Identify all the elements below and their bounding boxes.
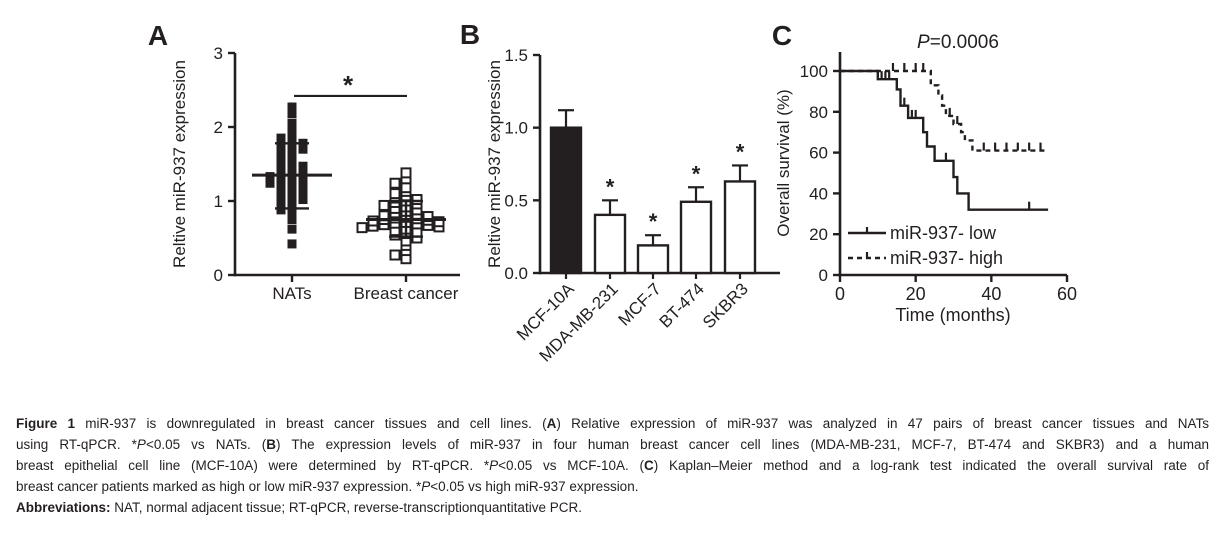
scatter-point-filled	[298, 144, 308, 154]
panel-c-ytick-label: 80	[809, 103, 828, 122]
panel-c-xtick-label: 40	[981, 284, 1001, 304]
scatter-point-filled	[287, 118, 297, 128]
panel-c-ylabel: Overall survival (%)	[774, 89, 793, 236]
panel-c-ytick-label: 20	[809, 225, 828, 244]
scatter-point-filled	[298, 177, 308, 187]
significance-star: *	[736, 139, 745, 164]
panel-a-category-label: NATs	[272, 284, 311, 303]
bar	[593, 213, 627, 275]
scatter-point-filled	[276, 165, 286, 175]
scatter-point-filled	[298, 189, 308, 199]
figure-1-panels: A 0 1 2 3 Reltive miR-937 expression NATs Breas…	[148, 19, 1077, 366]
scatter-point-open	[389, 188, 401, 200]
significance-star: *	[692, 161, 701, 186]
caption-line: breast cancer patients marked as high or…	[16, 479, 639, 494]
scatter-point-filled	[287, 224, 297, 234]
caption-line: using RT-qPCR. *P<0.05 vs NATs. (B) The …	[16, 437, 1210, 452]
panel-a-scatter-chart: A 0 1 2 3 Reltive miR-937 expression NATs Breas…	[148, 20, 460, 303]
scatter-point-open	[411, 194, 423, 206]
panel-b-ytick-label: 1.0	[504, 119, 528, 138]
panel-a-ytick-label: 0	[214, 266, 223, 285]
scatter-point-filled	[287, 215, 297, 224]
scatter-point-filled	[298, 161, 308, 171]
bar	[723, 180, 757, 275]
scatter-point-open	[422, 211, 434, 223]
panel-letter-b: B	[460, 19, 480, 50]
significance-star: *	[649, 209, 658, 234]
bar	[636, 244, 670, 275]
scatter-point-open	[378, 199, 390, 211]
bar	[679, 200, 713, 275]
scatter-point-filled	[276, 150, 286, 160]
panel-c-xlabel: Time (months)	[895, 305, 1010, 325]
caption-line: Figure 1 miR-937 is downregulated in bre…	[16, 416, 1209, 431]
scatter-point-filled	[276, 133, 286, 143]
scatter-point-filled	[298, 183, 308, 193]
panel-c-xtick-label: 0	[835, 284, 845, 304]
km-curve-solid	[840, 69, 1049, 211]
caption-line: breast epithelial cell line (MCF-10A) we…	[16, 458, 1209, 473]
scatter-point-filled	[287, 109, 297, 119]
scatter-point-filled	[276, 187, 286, 197]
panel-b-ytick-label: 0.0	[504, 264, 528, 283]
panel-c-xtick-label: 60	[1057, 284, 1077, 304]
panel-b-category-label: MDA-MB-231	[536, 279, 622, 365]
panel-b-category-label: SKBR3	[699, 279, 752, 332]
panel-c-pvalue-title: P=0.0006	[917, 32, 999, 53]
scatter-point-open	[433, 216, 445, 228]
panel-letter-a: A	[148, 20, 168, 51]
scatter-point-filled	[298, 195, 308, 205]
panel-a-ylabel: Reltive miR-937 expression	[170, 60, 189, 268]
panel-b-category-label: BT-474	[656, 279, 708, 331]
scatter-point-filled	[287, 126, 297, 136]
panel-b-ytick-label: 0.5	[504, 191, 528, 210]
panel-c-ytick-label: 60	[809, 144, 828, 163]
caption-line: Abbreviations: NAT, normal adjacent tiss…	[16, 500, 582, 515]
significance-star: *	[606, 174, 615, 199]
scatter-point-open	[356, 222, 368, 234]
panel-letter-c: C	[772, 20, 792, 51]
bar	[549, 126, 583, 275]
scatter-point-filled	[287, 209, 297, 219]
panel-a-ytick-label: 2	[214, 118, 223, 137]
scatter-point-filled	[287, 135, 297, 145]
scatter-point-filled	[276, 155, 286, 165]
panel-c-ytick-label: 100	[800, 62, 828, 81]
scatter-point-filled	[287, 102, 297, 112]
panel-b-category-label: MCF-7	[615, 279, 665, 329]
panel-b-ylabel: Reltive miR-937 expression	[485, 60, 504, 268]
panel-a-ytick-label: 1	[214, 192, 223, 211]
scatter-point-open	[389, 177, 401, 189]
panel-c-km-chart: C 0 20 40 60 80 100 0 20 40 60 Overall survival (%)…	[772, 20, 1077, 325]
scatter-point-filled	[265, 178, 275, 188]
scatter-point-open	[400, 167, 412, 179]
km-curve-dashed	[840, 69, 1049, 152]
panel-b-ytick-label: 1.5	[504, 46, 528, 65]
scatter-point-open	[400, 182, 412, 194]
scatter-point-filled	[298, 166, 308, 176]
scatter-point-filled	[276, 175, 286, 185]
figure-caption: Figure 1 miR-937 is downregulated in bre…	[16, 413, 1209, 518]
scatter-point-open	[389, 249, 401, 261]
scatter-point-filled	[276, 198, 286, 208]
scatter-point-filled	[276, 143, 286, 153]
scatter-point-filled	[276, 181, 286, 191]
legend-label: miR-937- low	[890, 223, 997, 243]
panel-c-ytick-label: 40	[809, 184, 828, 203]
panel-c-xtick-label: 20	[906, 284, 926, 304]
legend-label: miR-937- high	[890, 248, 1003, 268]
scatter-point-filled	[276, 205, 286, 215]
panel-a-category-label: Breast cancer	[354, 284, 459, 303]
scatter-point-filled	[276, 192, 286, 202]
panel-c-ytick-label: 0	[819, 266, 828, 285]
panel-a-ytick-label: 3	[214, 44, 223, 63]
significance-star: *	[343, 70, 354, 100]
scatter-point-filled	[287, 239, 297, 249]
